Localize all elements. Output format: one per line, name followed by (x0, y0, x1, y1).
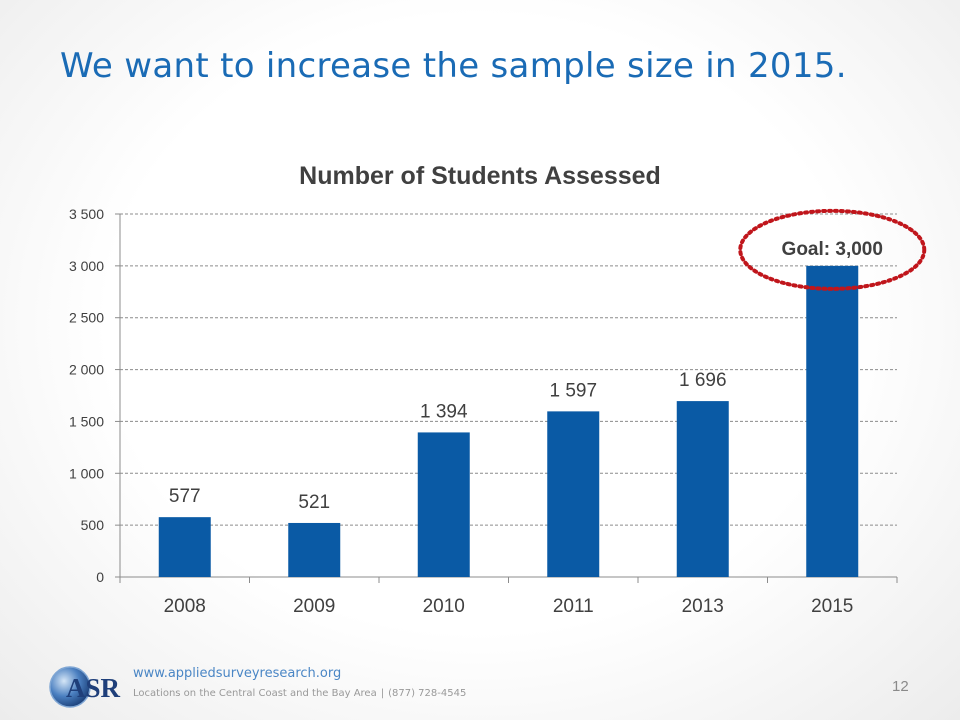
bar-2010 (417, 432, 470, 577)
footer-separator: | (380, 688, 385, 699)
footer-phone: (877) 728-4545 (388, 688, 467, 699)
data-label-2011: 1 597 (549, 380, 597, 401)
slide-title: We want to increase the sample size in 2… (60, 46, 847, 86)
y-tick-label: 500 (81, 517, 105, 533)
data-label-2013: 1 696 (679, 370, 727, 391)
footer-locations-line: Locations on the Central Coast and the B… (133, 688, 466, 699)
y-tick-label: 0 (96, 569, 104, 585)
y-tick-label: 2 500 (69, 310, 104, 326)
x-tick-label: 2011 (553, 596, 594, 617)
y-tick-label: 3 500 (69, 206, 104, 222)
bar-2009 (288, 522, 341, 577)
y-tick-label: 3 000 (69, 258, 104, 274)
y-tick-label: 1 500 (69, 413, 104, 429)
x-tick-label: 2015 (811, 596, 853, 617)
x-tick-label: 2009 (293, 596, 335, 617)
x-tick-label: 2008 (164, 596, 206, 617)
asr-logo: ASR (49, 666, 121, 708)
logo-text: ASR (66, 673, 121, 703)
bar-2015 (806, 265, 859, 577)
goal-annotation-label: Goal: 3,000 (782, 239, 883, 260)
chart-title: Number of Students Assessed (299, 162, 661, 190)
globe-icon (49, 666, 91, 708)
page-number: 12 (892, 678, 909, 695)
y-tick-label: 1 000 (69, 465, 104, 481)
footer-locations: Locations on the Central Coast and the B… (133, 688, 377, 699)
data-label-2009: 521 (298, 492, 330, 513)
goal-highlight-ellipse (738, 208, 927, 291)
x-tick-label: 2010 (423, 596, 465, 617)
bar-2008 (158, 517, 211, 577)
bar-2013 (676, 401, 729, 577)
y-tick-label: 2 000 (69, 362, 104, 378)
x-tick-label: 2013 (682, 596, 724, 617)
data-label-2010: 1 394 (420, 401, 468, 422)
footer-url[interactable]: www.appliedsurveyresearch.org (133, 666, 342, 681)
data-label-2008: 577 (169, 486, 201, 507)
bar-2011 (547, 411, 600, 577)
